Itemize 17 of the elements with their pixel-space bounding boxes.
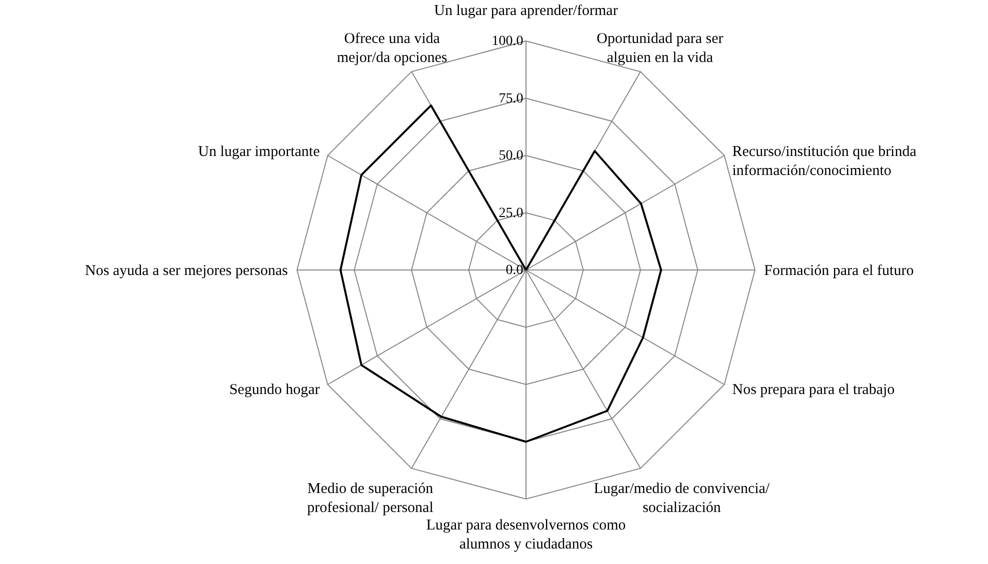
spoke-label: Ofrece una vida mejor/da opciones [336, 30, 448, 66]
spoke-label: Un lugar para aprender/formar [434, 3, 618, 20]
spoke-label: Nos prepara para el trabajo [732, 382, 895, 398]
spoke-label: Segundo hogar [229, 382, 320, 398]
y-tick-label: 0.0 [506, 263, 524, 278]
y-tick-label: 100.0 [492, 34, 524, 49]
spoke-label: Oportunidad para ser alguien en la vida [596, 30, 724, 66]
spoke-label: Recurso/institución que brinda información/conocimiento [732, 144, 917, 179]
spoke-label: Nos ayuda a ser mejores personas [84, 263, 288, 279]
y-tick-label: 25.0 [498, 206, 524, 221]
spoke-label: Un lugar importante [198, 144, 320, 160]
y-tick-label: 50.0 [498, 148, 524, 164]
spoke-label: Lugar/medio de convivencia/ socialización [594, 481, 770, 516]
spoke-label: Medio de superación profesional/ personal [307, 481, 434, 516]
spoke-label: Formación para el futuro [764, 263, 914, 279]
spoke-label: Lugar para desenvolvernos como alumnos y ciudadanos [426, 517, 626, 552]
y-tick-label: 75.0 [498, 91, 524, 106]
